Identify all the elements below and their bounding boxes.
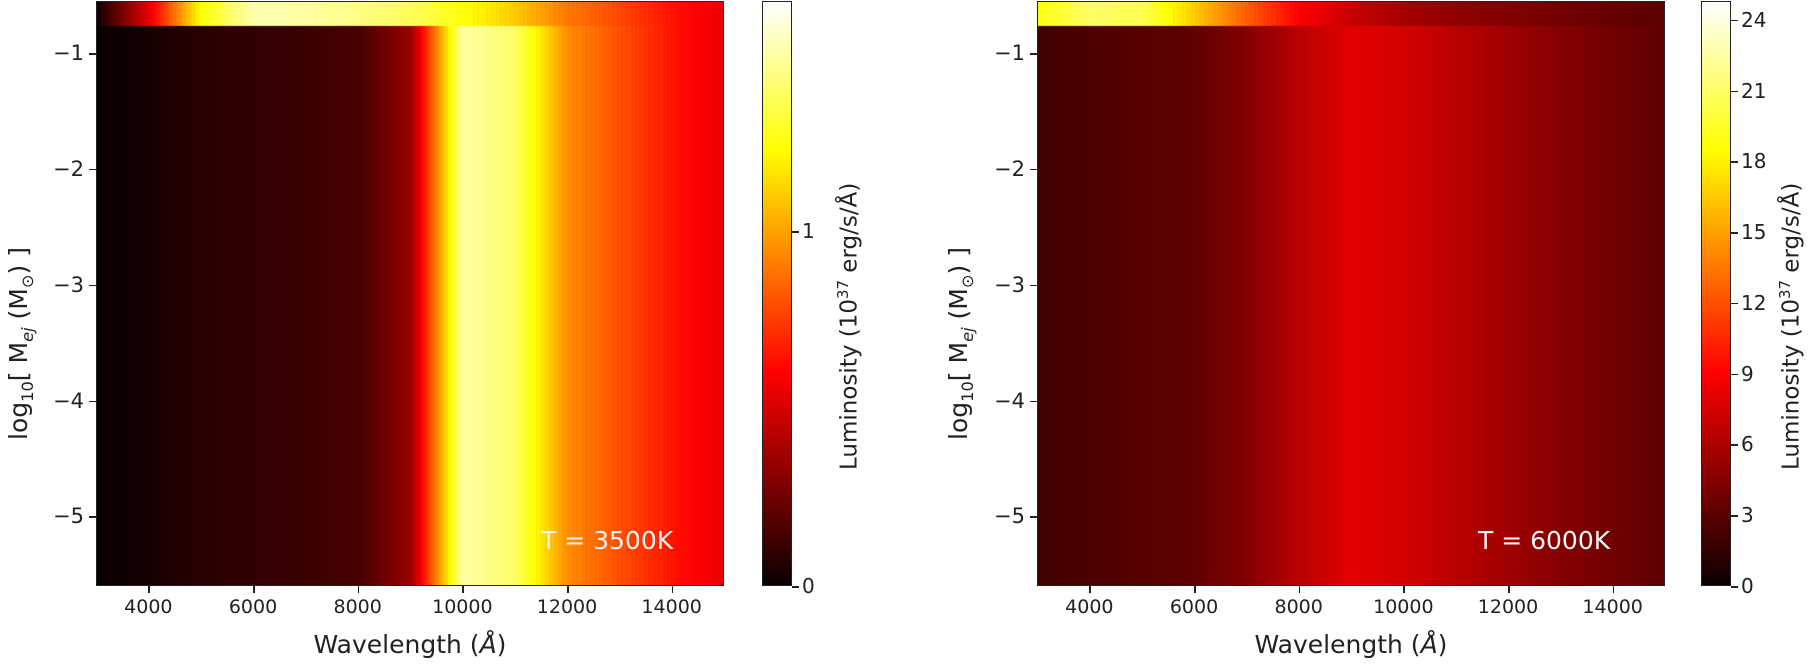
x-tick-mark: [357, 586, 360, 593]
heatmap-image-3500k: [97, 2, 723, 585]
x-tick-mark: [1194, 586, 1196, 593]
y-tick-mark: [1030, 168, 1037, 171]
y-tick-mark: [1030, 400, 1037, 403]
y-tick-label: −3: [994, 272, 1025, 297]
x-tick-label: 14000: [641, 596, 702, 618]
colorbar-3500k: [762, 1, 792, 586]
colorbar-tick-mark: [1731, 161, 1738, 163]
x-tick-mark: [567, 586, 569, 593]
x-tick-mark: [1298, 586, 1301, 593]
colorbar-tick-mark: [1731, 444, 1738, 446]
temperature-annotation: T = 6000K: [1478, 526, 1611, 555]
colorbar-tick-mark: [1731, 19, 1738, 22]
colorbar-tick-label: 9: [1741, 361, 1754, 386]
y-tick-label: −2: [994, 156, 1025, 181]
colorbar-tick-label: 12: [1741, 290, 1767, 315]
colorbar-tick-label: 21: [1741, 78, 1767, 103]
temperature-annotation: T = 3500K: [541, 526, 674, 555]
x-tick-label: 12000: [536, 596, 598, 618]
colorbar-label: Luminosity (1037 erg/s/Å): [834, 182, 863, 470]
colorbar-tick-label: 24: [1741, 7, 1767, 32]
x-tick-label: 8000: [1274, 596, 1323, 618]
x-tick-label: 10000: [432, 596, 493, 618]
heatmap-image-6000k: [1038, 2, 1664, 585]
x-tick-label: 10000: [1373, 596, 1434, 618]
x-tick-label: 6000: [1169, 596, 1219, 618]
y-tick-label: −3: [53, 272, 84, 297]
colorbar-6000k: [1701, 1, 1731, 586]
y-tick-mark: [89, 168, 96, 171]
x-tick-mark: [462, 586, 464, 593]
y-tick-mark: [89, 400, 96, 403]
y-tick-mark: [89, 284, 96, 287]
x-tick-mark: [1403, 586, 1405, 593]
x-tick-mark: [1612, 586, 1615, 593]
x-axis-label: Wavelength (Å): [313, 630, 507, 659]
y-axis-label: log10[ Mej (M⊙) ]: [944, 247, 977, 440]
colorbar-label: Luminosity (1037 erg/s/Å): [1776, 182, 1805, 470]
x-tick-mark: [253, 586, 255, 593]
x-tick-label: 8000: [333, 596, 382, 618]
x-tick-label: 14000: [1582, 596, 1643, 618]
y-tick-mark: [1030, 516, 1037, 518]
x-tick-label: 4000: [1065, 596, 1114, 618]
colorbar-tick-mark: [792, 586, 799, 588]
y-tick-mark: [89, 53, 96, 55]
colorbar-tick-label: 15: [1741, 220, 1767, 245]
y-tick-label: −5: [994, 504, 1025, 529]
colorbar-tick-mark: [1731, 373, 1738, 376]
colorbar-tick-label: 3: [1741, 503, 1754, 528]
y-tick-label: −5: [53, 504, 84, 529]
heatmap-axes-3500k: [96, 1, 724, 586]
colorbar-tick-label: 18: [1741, 149, 1767, 174]
y-tick-label: −1: [994, 41, 1025, 66]
heatmap-axes-6000k: [1037, 1, 1665, 586]
colorbar-tick-mark: [1731, 90, 1738, 93]
x-tick-mark: [148, 586, 150, 593]
colorbar-tick-label: 1: [802, 219, 815, 244]
colorbar-tick-mark: [1731, 302, 1738, 305]
y-tick-mark: [1030, 53, 1037, 55]
x-axis-label: Wavelength (Å): [1254, 630, 1448, 659]
colorbar-gradient: [1702, 2, 1730, 585]
y-tick-label: −1: [53, 41, 84, 66]
x-tick-mark: [671, 586, 674, 593]
y-axis-label: log10[ Mej (M⊙) ]: [4, 247, 37, 440]
colorbar-tick-mark: [1731, 586, 1738, 588]
y-tick-label: −4: [994, 388, 1025, 413]
colorbar-tick-mark: [792, 231, 799, 233]
y-tick-mark: [89, 516, 96, 518]
x-tick-label: 4000: [124, 596, 173, 618]
y-tick-label: −4: [53, 388, 84, 413]
colorbar-tick-label: 0: [802, 574, 815, 598]
x-tick-label: 6000: [228, 596, 278, 618]
y-tick-label: −2: [53, 156, 84, 181]
x-tick-mark: [1508, 586, 1510, 593]
x-tick-mark: [1089, 586, 1091, 593]
x-tick-label: 12000: [1477, 596, 1539, 618]
colorbar-tick-mark: [1731, 232, 1738, 234]
colorbar-gradient: [763, 2, 791, 585]
colorbar-tick-label: 6: [1741, 432, 1754, 457]
colorbar-tick-label: 0: [1741, 574, 1754, 598]
y-tick-mark: [1030, 284, 1037, 287]
colorbar-tick-mark: [1731, 515, 1738, 517]
